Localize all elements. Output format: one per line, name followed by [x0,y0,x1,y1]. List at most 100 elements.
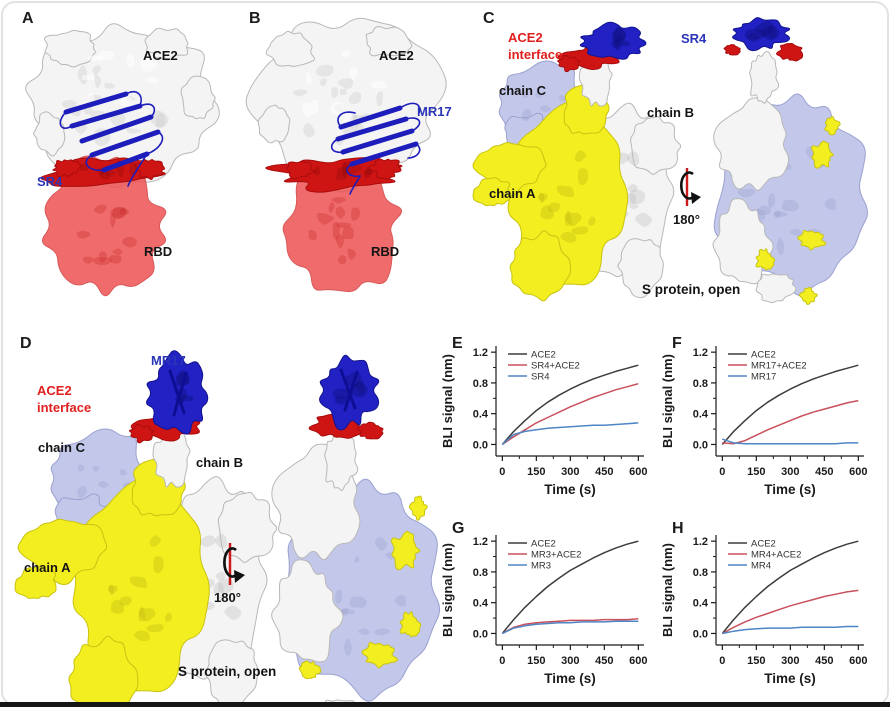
x-tick-label: 300 [781,655,799,667]
surface-texture [76,230,91,239]
rotation-axis-icon-D [223,543,245,585]
nanobody-strand [349,141,419,167]
ace2-interface-surface [356,421,384,440]
surface-texture [348,91,362,104]
y-tick-label: 0.4 [693,409,709,421]
surface-texture [824,198,836,211]
legend-label-MR17: MR17 [751,372,776,383]
panel-D: D MR17 ACE2 interface chain C chain B ch… [8,325,440,703]
spike-back [271,354,440,703]
surface-texture [364,167,372,179]
x-tick-label: 0 [719,655,725,667]
x-tick-label: 300 [561,655,579,667]
legend-label-ACE2: ACE2 [531,350,556,361]
surface-texture [781,199,799,212]
y-tick-label: 0.8 [473,378,488,390]
ace2-interface-surface [723,44,741,56]
x-tick-label: 300 [561,466,579,478]
y-tick-label: 1.2 [473,536,488,548]
surface-texture [776,237,785,256]
series-lines [721,364,859,445]
nanobody-strand [338,105,403,130]
surface-texture [145,76,159,84]
surface-texture [535,92,543,98]
panel-B: B ACE2 MR17 RBD [238,6,468,318]
panel-G: G 0.0 0.4 0.8 1.2 0 150 300 450 600 Time (s) BLI s… [438,514,666,703]
surface-texture [149,535,162,547]
surface-texture [773,211,788,217]
y-tick-label: 0.8 [473,567,488,579]
surface-texture [164,612,173,622]
surface-texture [332,221,340,240]
surface-texture [588,216,596,226]
series-line-MR17 [722,438,859,445]
rotation-label-D: 180° [214,590,241,605]
legend-label-ACE2: ACE2 [531,539,556,550]
series-line-ACE2 [721,540,859,634]
surface-texture [612,26,627,42]
surface-texture [310,99,319,115]
chain-b-surface [713,97,790,191]
series-lines [721,540,859,635]
x-axis-title: Time (s) [764,671,816,686]
surface-texture [82,256,93,264]
chain-b-surface [755,273,797,304]
surface-texture [635,212,653,227]
chain-a-surface [14,566,57,599]
surface-texture [330,101,344,115]
x-axis-title: Time (s) [764,482,816,497]
nanobody-strand [63,91,129,115]
surface-blob [33,111,66,157]
surface-texture [337,255,347,265]
chain-a-patch [798,287,818,306]
panel-label-A: A [22,10,34,27]
surface-texture [97,50,115,61]
surface-texture [153,556,164,574]
legend-label-MR3: MR3 [531,561,551,572]
surface-texture [149,110,169,129]
panel-A: A ACE2 SR4 RBD [8,6,238,318]
panel-label-G: G [452,520,465,537]
surface-texture [224,605,242,620]
surface-texture [303,123,315,138]
surface-texture [370,80,388,89]
legend-label-MR4: MR4 [751,561,771,572]
panel-label-B: B [249,10,261,27]
surface-texture [335,206,346,219]
x-tick-label: 600 [629,655,647,667]
surface-texture [564,212,582,227]
surface-texture [125,128,142,134]
surface-texture [737,188,755,198]
x-tick-label: 0 [719,466,725,478]
x-tick-label: 600 [629,466,647,478]
surface-texture [200,535,216,547]
surface-texture [538,193,548,202]
axes: 0.0 0.4 0.8 1.2 0 150 300 450 600 Time (s) BLI sig… [440,346,648,497]
surface-texture [341,50,352,58]
surface-texture [92,257,112,266]
nanobody-label-D: MR17 [151,353,186,368]
surface-texture [93,204,107,214]
legend-label-MR17+ACE2: MR17+ACE2 [751,361,807,372]
surface-texture [213,582,224,595]
surface-texture [565,210,572,226]
surface-texture [342,226,354,240]
surface-texture [349,596,367,608]
spike-back [712,17,868,306]
axes: 0.0 0.4 0.8 1.2 0 150 300 450 600 Time (s) BLI sig… [660,535,868,686]
surface-texture [336,167,347,181]
y-tick-label: 1.2 [473,347,488,359]
nanobody-label-C: SR4 [681,31,707,46]
surface-texture [340,608,356,615]
legend-label-SR4: SR4 [531,372,549,383]
ace2-surface [25,23,220,189]
surface-texture [556,185,575,198]
surface-texture [768,193,776,208]
surface-texture [214,533,228,549]
surface-texture [626,151,640,166]
surface-texture [355,379,365,394]
x-tick-label: 450 [595,655,613,667]
y-tick-label: 0.4 [473,409,489,421]
